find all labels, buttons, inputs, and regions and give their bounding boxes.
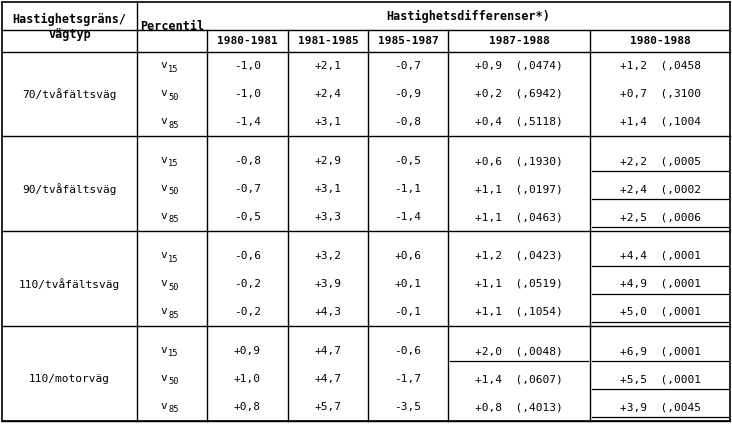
Text: -0,6: -0,6 (234, 251, 261, 261)
Text: Hastighetsdifferenser*): Hastighetsdifferenser*) (386, 10, 550, 23)
Text: +3,9  (,0045: +3,9 (,0045 (619, 402, 701, 412)
Text: -1,4: -1,4 (395, 212, 422, 222)
Text: 50: 50 (168, 282, 179, 291)
Text: -0,9: -0,9 (395, 89, 422, 99)
Text: -0,1: -0,1 (395, 307, 422, 317)
Text: -0,6: -0,6 (395, 346, 422, 356)
Text: 110/motorväg: 110/motorväg (29, 374, 110, 384)
Text: v: v (160, 155, 167, 165)
Text: 85: 85 (168, 121, 179, 129)
Text: +0,8: +0,8 (234, 402, 261, 412)
Text: 15: 15 (168, 160, 179, 169)
Text: +5,7: +5,7 (315, 402, 342, 412)
Text: 85: 85 (168, 215, 179, 225)
Text: v: v (160, 401, 167, 411)
Text: +0,7  (,3100: +0,7 (,3100 (619, 89, 701, 99)
Text: +4,7: +4,7 (315, 374, 342, 384)
Text: v: v (160, 211, 167, 221)
Text: +2,4  (,0002: +2,4 (,0002 (619, 184, 701, 194)
Text: +1,4  (,1004: +1,4 (,1004 (619, 117, 701, 127)
Text: v: v (160, 250, 167, 260)
Text: +3,1: +3,1 (315, 184, 342, 194)
Text: -1,0: -1,0 (234, 89, 261, 99)
Text: -0,2: -0,2 (234, 279, 261, 289)
Text: +0,1: +0,1 (395, 279, 422, 289)
Text: 1981-1985: 1981-1985 (298, 36, 359, 46)
Text: +4,7: +4,7 (315, 346, 342, 356)
Text: +1,1  (,0463): +1,1 (,0463) (475, 212, 563, 222)
Text: -0,7: -0,7 (395, 61, 422, 71)
Text: -0,8: -0,8 (234, 156, 261, 166)
Text: +2,4: +2,4 (315, 89, 342, 99)
Text: +2,0  (,0048): +2,0 (,0048) (475, 346, 563, 356)
Text: +1,1  (,0197): +1,1 (,0197) (475, 184, 563, 194)
Text: +0,6: +0,6 (395, 251, 422, 261)
Text: v: v (160, 278, 167, 288)
Text: +0,9: +0,9 (234, 346, 261, 356)
Text: +1,0: +1,0 (234, 374, 261, 384)
Text: +0,8  (,4013): +0,8 (,4013) (475, 402, 563, 412)
Text: v: v (160, 345, 167, 355)
Text: v: v (160, 373, 167, 383)
Text: -1,0: -1,0 (234, 61, 261, 71)
Text: Percentil: Percentil (140, 21, 204, 34)
Text: +4,4  (,0001: +4,4 (,0001 (619, 251, 701, 261)
Text: 85: 85 (168, 311, 179, 319)
Text: 50: 50 (168, 187, 179, 197)
Text: v: v (160, 88, 167, 98)
Text: 70/tvåfältsväg: 70/tvåfältsväg (22, 88, 116, 100)
Text: 85: 85 (168, 406, 179, 415)
Text: 15: 15 (168, 254, 179, 264)
Text: -1,4: -1,4 (234, 117, 261, 127)
Text: +1,1  (,1054): +1,1 (,1054) (475, 307, 563, 317)
Text: 90/tvåfältsväg: 90/tvåfältsväg (22, 183, 116, 195)
Text: -0,8: -0,8 (395, 117, 422, 127)
Text: +3,3: +3,3 (315, 212, 342, 222)
Text: +0,9  (,0474): +0,9 (,0474) (475, 61, 563, 71)
Text: -0,2: -0,2 (234, 307, 261, 317)
Text: -1,7: -1,7 (395, 374, 422, 384)
Text: Hastighetsgräns/
vägtyp: Hastighetsgräns/ vägtyp (12, 13, 127, 41)
Text: +1,2  (,0423): +1,2 (,0423) (475, 251, 563, 261)
Text: 1985-1987: 1985-1987 (378, 36, 438, 46)
Text: +0,6  (,1930): +0,6 (,1930) (475, 156, 563, 166)
Text: 50: 50 (168, 93, 179, 101)
Text: 15: 15 (168, 350, 179, 358)
Text: +5,0  (,0001: +5,0 (,0001 (619, 307, 701, 317)
Text: +4,3: +4,3 (315, 307, 342, 317)
Text: 110/tvåfältsväg: 110/tvåfältsväg (19, 278, 120, 290)
Text: 1980-1988: 1980-1988 (630, 36, 690, 46)
Text: -0,5: -0,5 (395, 156, 422, 166)
Text: +1,2  (,0458: +1,2 (,0458 (619, 61, 701, 71)
Text: +5,5  (,0001: +5,5 (,0001 (619, 374, 701, 384)
Text: 1987-1988: 1987-1988 (489, 36, 550, 46)
Text: v: v (160, 116, 167, 126)
Text: +3,9: +3,9 (315, 279, 342, 289)
Text: +2,1: +2,1 (315, 61, 342, 71)
Text: -3,5: -3,5 (395, 402, 422, 412)
Text: +2,2  (,0005: +2,2 (,0005 (619, 156, 701, 166)
Text: v: v (160, 306, 167, 316)
Text: +3,2: +3,2 (315, 251, 342, 261)
Text: 50: 50 (168, 378, 179, 386)
Text: 15: 15 (168, 65, 179, 73)
Text: -1,1: -1,1 (395, 184, 422, 194)
Text: +4,9  (,0001: +4,9 (,0001 (619, 279, 701, 289)
Text: -0,5: -0,5 (234, 212, 261, 222)
Text: +6,9  (,0001: +6,9 (,0001 (619, 346, 701, 356)
Text: v: v (160, 183, 167, 193)
Text: +0,2  (,6942): +0,2 (,6942) (475, 89, 563, 99)
Text: +2,9: +2,9 (315, 156, 342, 166)
Text: 1980-1981: 1980-1981 (217, 36, 278, 46)
Text: +1,4  (,0607): +1,4 (,0607) (475, 374, 563, 384)
Text: +1,1  (,0519): +1,1 (,0519) (475, 279, 563, 289)
Text: +3,1: +3,1 (315, 117, 342, 127)
Text: v: v (160, 60, 167, 70)
Text: -0,7: -0,7 (234, 184, 261, 194)
Text: +2,5  (,0006: +2,5 (,0006 (619, 212, 701, 222)
Text: +0,4  (,5118): +0,4 (,5118) (475, 117, 563, 127)
